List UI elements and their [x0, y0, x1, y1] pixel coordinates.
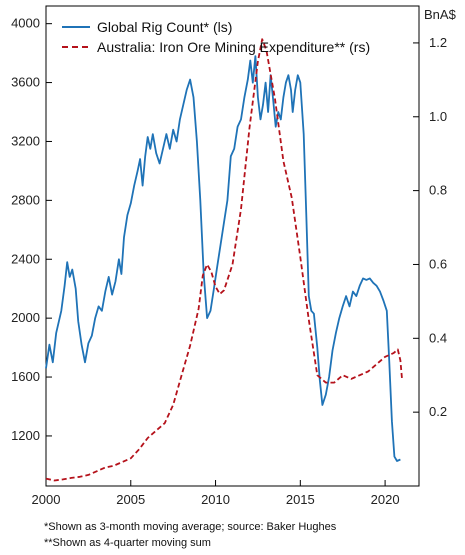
series-line-iron-ore: [45, 38, 403, 482]
footnote-source: *Shown as 3-month moving average; source…: [44, 521, 337, 533]
legend-label-rig-count: Global Rig Count* (ls): [97, 19, 232, 35]
left-tick-label: 2000: [11, 310, 40, 325]
right-tick-label: 0.4: [429, 330, 447, 345]
x-tick-label: 2020: [371, 492, 400, 507]
x-tick-label: 2000: [32, 492, 61, 507]
right-tick-label: 0.6: [429, 256, 447, 271]
footnote-moving-sum: **Shown as 4-quarter moving sum: [44, 537, 211, 549]
series-layer: [45, 38, 403, 482]
right-tick-label: 0.2: [429, 404, 447, 419]
plot-frame: [45, 5, 420, 487]
right-tick-label: 1.0: [429, 109, 447, 124]
left-tick-label: 3200: [11, 133, 40, 148]
left-tick-label: 4000: [11, 16, 40, 31]
x-tick-label: 2015: [286, 492, 315, 507]
left-tick-label: 1600: [11, 369, 40, 384]
right-tick-label: 0.8: [429, 183, 447, 198]
left-tick-label: 2400: [11, 251, 40, 266]
legend-label-iron-ore: Australia: Iron Ore Mining Expenditure**…: [97, 39, 370, 55]
right-axis-unit: BnA$: [424, 7, 457, 22]
chart: 1200 1600 2000 2400 2800 3200 3600 4000 0.2 0.4 0.…: [11, 5, 457, 507]
left-tick-label: 3600: [11, 75, 40, 90]
x-tick-label: 2005: [116, 492, 145, 507]
legend: Global Rig Count* (ls) Australia: Iron O…: [62, 19, 370, 55]
series-line-rig-count: [45, 55, 401, 462]
right-tick-label: 1.2: [429, 35, 447, 50]
ticks-layer: 1200 1600 2000 2400 2800 3200 3600 4000 0.2 0.4 0.…: [11, 16, 447, 507]
left-tick-label: 2800: [11, 192, 40, 207]
x-tick-label: 2010: [201, 492, 230, 507]
left-tick-label: 1200: [11, 428, 40, 443]
